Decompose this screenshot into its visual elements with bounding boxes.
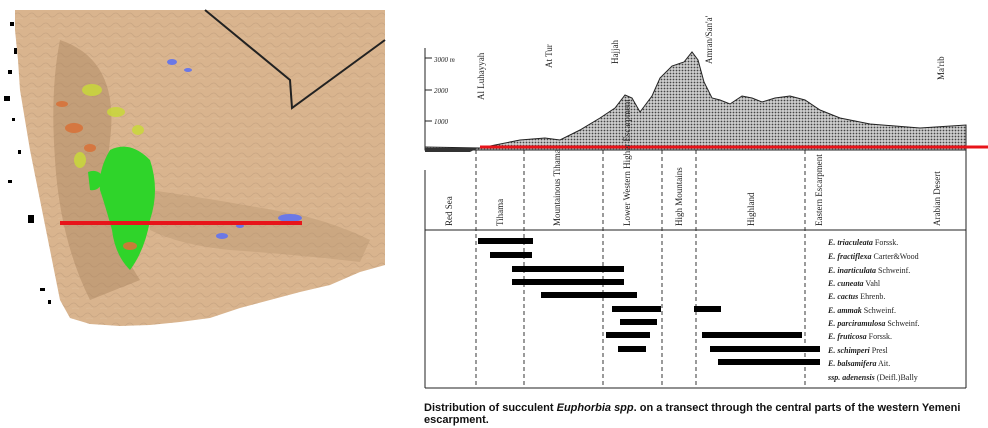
figure-caption: Distribution of succulent Euphorbia spp.… [424, 402, 961, 426]
town-hajjah: Hajjah [610, 40, 620, 64]
range-bar-e-cactus [541, 292, 637, 298]
range-bar-e-parciramulosa [620, 319, 657, 325]
zone-red-sea: Red Sea [444, 196, 454, 226]
zone-mountainous-tihama: Mountainous Tihama [552, 149, 562, 226]
species-label: E. cuneata Vahl [827, 279, 881, 288]
red-sea-profile [425, 148, 478, 152]
range-bar-e-ammak [612, 306, 661, 312]
elevation-label-2000: 2000 [434, 87, 449, 95]
elevation-label-1000: 1000 [434, 118, 449, 126]
species-range-bars [478, 238, 820, 365]
town-amran-sanaa: Amran/San'a' [704, 15, 714, 64]
yemen-relief-map [4, 9, 386, 326]
range-bar-e-balsamifera [718, 359, 820, 365]
species-label: E. parciramulosa Schweinf. [827, 319, 920, 328]
species-label: E. schimperi Presl [827, 346, 889, 355]
zone-lower-western-higher-escarpment: Lower Western Higher Escarpment [622, 99, 632, 226]
zone-arabian-desert: Arabian Desert [932, 171, 942, 226]
range-bar-e-inarticulata [512, 266, 624, 272]
zone-eastern-escarpment: Eastern Escarpment [814, 154, 824, 226]
range-bar-e-triaculeata [478, 238, 533, 244]
transect-diagram: 3000 m 2000 1000 Al Luhayyah At Tur Hajj… [424, 15, 988, 389]
species-label: ssp. adenensis (Deifl.)Bally [827, 373, 918, 382]
zone-tihama: Tihama [495, 199, 505, 226]
town-al-luhayyah: Al Luhayyah [476, 52, 486, 100]
species-label: E. triaculeata Forssk. [827, 238, 898, 247]
range-bar-e-cuneata [512, 279, 624, 285]
town-at-tur: At Tur [544, 44, 554, 68]
coastline-islands [4, 22, 51, 304]
euphorbia-yellow-area [74, 84, 144, 168]
zone-high-mountains: High Mountains [674, 167, 684, 226]
range-bar-e-schimperi [618, 346, 646, 352]
town-marib: Ma'rib [936, 56, 946, 80]
terrain-profile [424, 51, 967, 151]
species-label: E. balsamifera Ait. [827, 359, 890, 368]
species-label: E. fruticosa Forssk. [827, 332, 892, 341]
species-label: E. ammak Schweinf. [827, 306, 896, 315]
range-bar-e-fruticosa-highland [702, 332, 802, 338]
range-bar-e-fractiflexa [490, 252, 532, 258]
range-bar-e-ammak-highland [694, 306, 721, 312]
species-label: E. fractiflexa Carter&Wood [827, 252, 919, 261]
species-label: E. inarticulata Schweinf. [827, 266, 910, 275]
range-bar-e-schimperi-highland [710, 346, 820, 352]
euphorbia-green-area [88, 146, 155, 270]
euphorbia-red-area [56, 101, 137, 250]
zone-highland: Highland [746, 192, 756, 226]
border-line [204, 9, 386, 110]
species-label: E. cactus Ehrenb. [827, 292, 885, 301]
range-bar-e-fruticosa [606, 332, 650, 338]
elevation-label-3000: 3000 m [433, 56, 455, 64]
